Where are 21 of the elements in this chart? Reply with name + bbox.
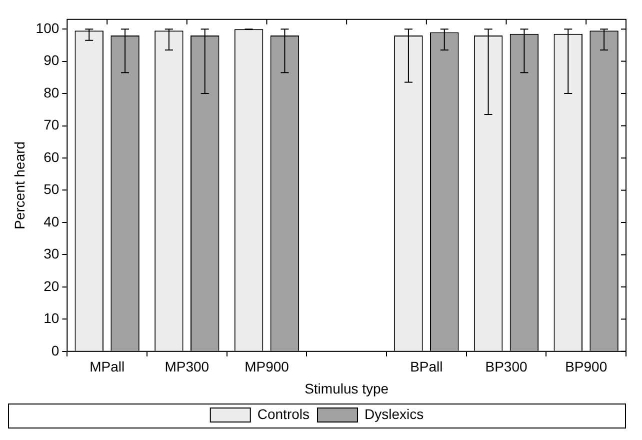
x-tick-label: MP900 — [244, 358, 290, 375]
y-tick-label: 50 — [44, 181, 60, 198]
y-tick-label: 40 — [44, 213, 60, 230]
y-tick-label: 20 — [44, 278, 60, 294]
y-tick-label: 80 — [44, 84, 60, 100]
y-tick-label: 30 — [44, 246, 60, 262]
x-tick-label: MPall — [90, 358, 125, 375]
x-tick-label: BP900 — [565, 358, 608, 375]
x-tick-label: BP300 — [485, 358, 528, 375]
x-tick-label: BPall — [410, 358, 443, 375]
x-tick-label: MP300 — [164, 358, 210, 375]
x-axis-title: Stimulus type — [304, 380, 389, 396]
y-tick-label: 70 — [44, 116, 60, 133]
y-tick-label: 10 — [44, 310, 60, 326]
y-tick-label: 0 — [51, 342, 60, 358]
y-tick-label: 90 — [44, 52, 60, 68]
legend-label: Dyslexics — [364, 406, 424, 422]
y-tick-label: 100 — [36, 20, 60, 36]
y-axis-title: Percent heard — [11, 141, 28, 230]
legend-label: Controls — [257, 406, 310, 422]
y-tick-label: 60 — [44, 148, 60, 165]
